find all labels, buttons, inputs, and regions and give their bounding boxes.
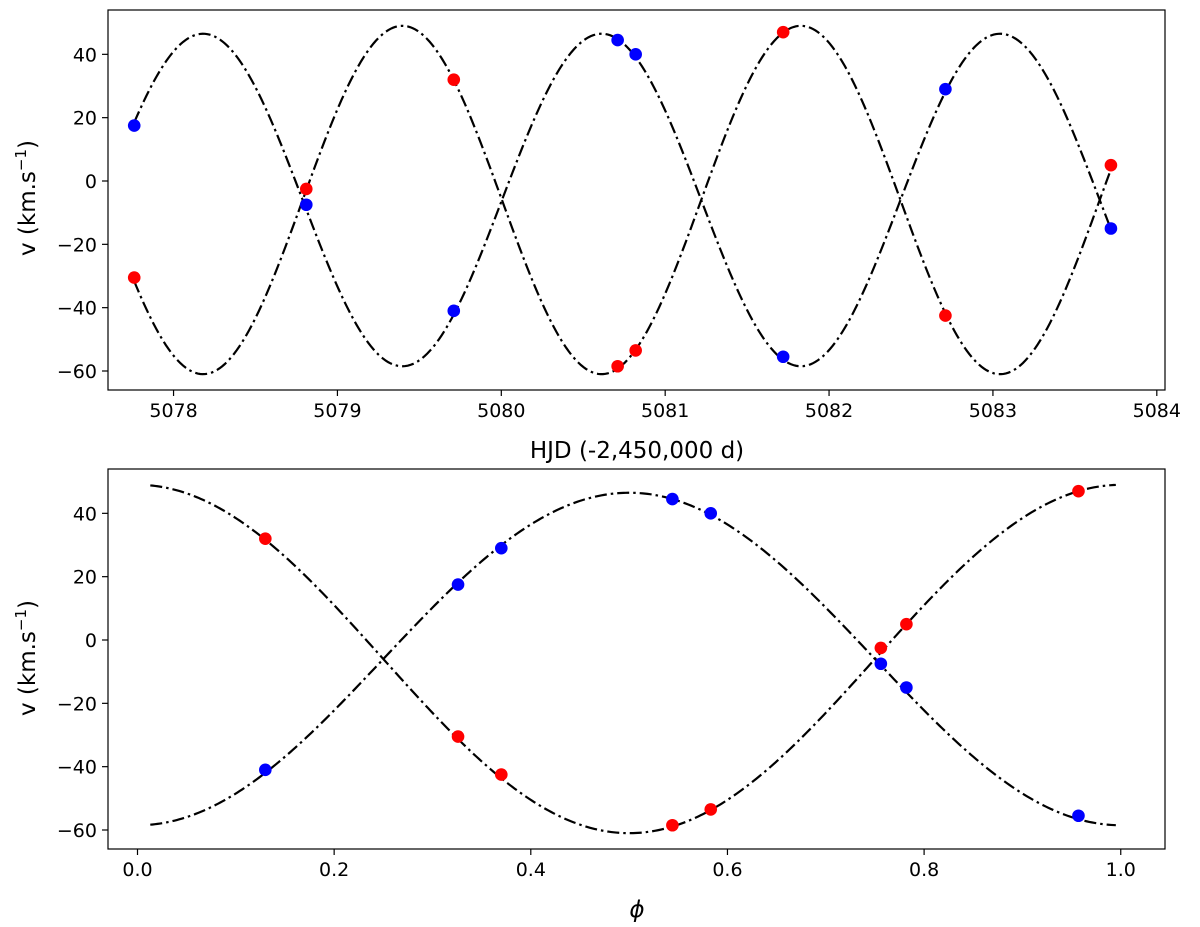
secondary-rv-point bbox=[127, 271, 141, 284]
x-tick-label: 0.0 bbox=[122, 859, 152, 881]
primary-rv-point bbox=[1104, 222, 1118, 235]
x-tick-label: 0.2 bbox=[319, 859, 349, 881]
x-tick-label: 5083 bbox=[969, 400, 1017, 422]
panel-time: 5078 5079 5080 5081 5082 5083 5084 −60 −40 −20 0 2… bbox=[12, 9, 1181, 464]
y-tick-label: −40 bbox=[57, 757, 97, 779]
panel-phase: 0.0 0.2 0.4 0.6 0.8 1.0 −60 −40 −20 0 20 40 ϕ v (k… bbox=[12, 468, 1166, 923]
x-axis-label: HJD (-2,450,000 d) bbox=[530, 438, 744, 464]
x-ticks: 5078 5079 5080 5081 5082 5083 5084 bbox=[149, 390, 1181, 422]
primary-rv-point bbox=[874, 657, 888, 671]
x-tick-label: 5084 bbox=[1133, 400, 1181, 422]
primary-rv-point bbox=[704, 507, 718, 520]
primary-rv-point bbox=[495, 541, 508, 555]
x-tick-label: 0.6 bbox=[712, 859, 742, 881]
x-tick-label: 5082 bbox=[805, 400, 853, 422]
y-ticks: −60 −40 −20 0 20 40 bbox=[57, 503, 108, 842]
secondary-rv-point bbox=[776, 25, 790, 39]
secondary-rv-point bbox=[259, 532, 272, 545]
secondary-rv-point bbox=[900, 617, 913, 631]
primary-rv-point bbox=[299, 198, 313, 212]
y-axis-label: v (km.s−1) bbox=[12, 600, 41, 716]
axes-frame bbox=[107, 468, 1166, 850]
data-points bbox=[127, 25, 1118, 373]
x-tick-label: 1.0 bbox=[1106, 859, 1136, 881]
y-tick-label: 40 bbox=[73, 503, 97, 525]
y-axis-label: v (km.s−1) bbox=[12, 140, 41, 256]
x-ticks: 0.0 0.2 0.4 0.6 0.8 1.0 bbox=[122, 849, 1136, 881]
secondary-rv-point bbox=[939, 309, 952, 322]
secondary-rv-point bbox=[874, 641, 888, 655]
secondary-rv-point bbox=[299, 182, 313, 196]
x-tick-label: 0.4 bbox=[516, 859, 546, 881]
x-axis-label: ϕ bbox=[629, 897, 644, 923]
data-points bbox=[259, 484, 1085, 832]
y-tick-label: 0 bbox=[85, 630, 97, 652]
x-tick-label: 0.8 bbox=[909, 859, 939, 881]
primary-rv-point bbox=[900, 681, 913, 694]
y-tick-label: 0 bbox=[85, 171, 97, 193]
secondary-rv-point bbox=[451, 730, 465, 743]
axes-frame bbox=[107, 9, 1166, 391]
primary-rv-point bbox=[447, 304, 461, 318]
y-tick-label: 20 bbox=[73, 567, 97, 589]
secondary-rv-point bbox=[704, 803, 718, 816]
secondary-rv-point bbox=[1104, 158, 1118, 172]
primary-rv-point bbox=[1072, 809, 1085, 823]
y-tick-label: −40 bbox=[57, 298, 97, 320]
primary-model-curve bbox=[150, 491, 1116, 827]
y-tick-label: 40 bbox=[73, 44, 97, 66]
primary-rv-point bbox=[939, 82, 952, 96]
y-tick-label: −60 bbox=[57, 361, 97, 383]
secondary-rv-point bbox=[447, 73, 461, 86]
primary-rv-point bbox=[629, 48, 642, 61]
primary-rv-point bbox=[451, 578, 465, 591]
model-curves bbox=[150, 483, 1116, 835]
x-tick-label: 5080 bbox=[477, 400, 525, 422]
secondary-rv-point bbox=[629, 344, 642, 357]
primary-rv-point bbox=[127, 119, 141, 132]
y-tick-label: −20 bbox=[57, 693, 97, 715]
y-tick-label: −20 bbox=[57, 234, 97, 256]
x-tick-label: 5079 bbox=[313, 400, 361, 422]
x-tick-label: 5081 bbox=[641, 400, 689, 422]
primary-rv-point bbox=[259, 763, 272, 777]
x-tick-label: 5078 bbox=[149, 400, 197, 422]
secondary-rv-point bbox=[1072, 484, 1085, 498]
primary-rv-point bbox=[776, 350, 790, 364]
y-tick-label: −60 bbox=[57, 820, 97, 842]
secondary-rv-point bbox=[495, 768, 508, 781]
secondary-rv-point bbox=[611, 359, 624, 373]
secondary-model-curve bbox=[150, 483, 1116, 835]
y-ticks: −60 −40 −20 0 20 40 bbox=[57, 44, 108, 383]
primary-rv-point bbox=[666, 492, 679, 506]
primary-rv-point bbox=[611, 33, 624, 47]
secondary-rv-point bbox=[666, 818, 679, 832]
y-tick-label: 20 bbox=[73, 108, 97, 130]
